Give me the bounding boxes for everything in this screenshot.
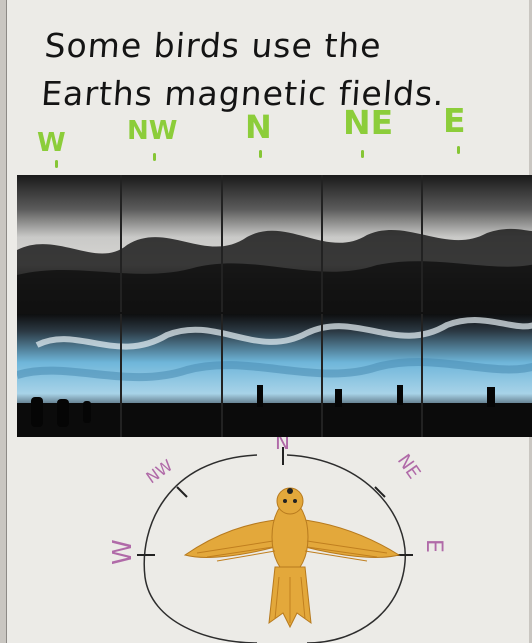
compass-label-ne: NE xyxy=(393,451,424,483)
direction-tick-nw xyxy=(153,153,156,161)
compass-label-w: W xyxy=(108,539,138,565)
direction-label-nw: NW xyxy=(127,116,178,146)
direction-label-w: W xyxy=(37,128,66,158)
direction-label-ne: NE xyxy=(343,103,394,142)
compass-tick-nw xyxy=(176,486,188,498)
compass-label-e: E xyxy=(421,539,446,553)
direction-tick-ne xyxy=(361,150,364,158)
landscape-panel-strip xyxy=(17,175,532,437)
direction-label-e: E xyxy=(443,101,466,140)
compass-label-n: N xyxy=(275,437,290,454)
yellow-bird xyxy=(183,487,401,629)
direction-tick-e xyxy=(457,146,460,154)
direction-tick-n xyxy=(259,150,262,158)
direction-tick-w xyxy=(55,160,58,168)
direction-label-n: N xyxy=(245,108,272,146)
caption-line-2: Earths magnetic fields. xyxy=(39,74,447,113)
compass-label-nw: NW xyxy=(142,456,176,488)
caption-line-1: Some birds use the xyxy=(43,26,383,65)
compass-tick-ne xyxy=(374,486,386,498)
compass-drawing: N NW NE W E xyxy=(108,437,446,643)
drawing-page: Some birds use the Earths magnetic field… xyxy=(6,0,532,643)
